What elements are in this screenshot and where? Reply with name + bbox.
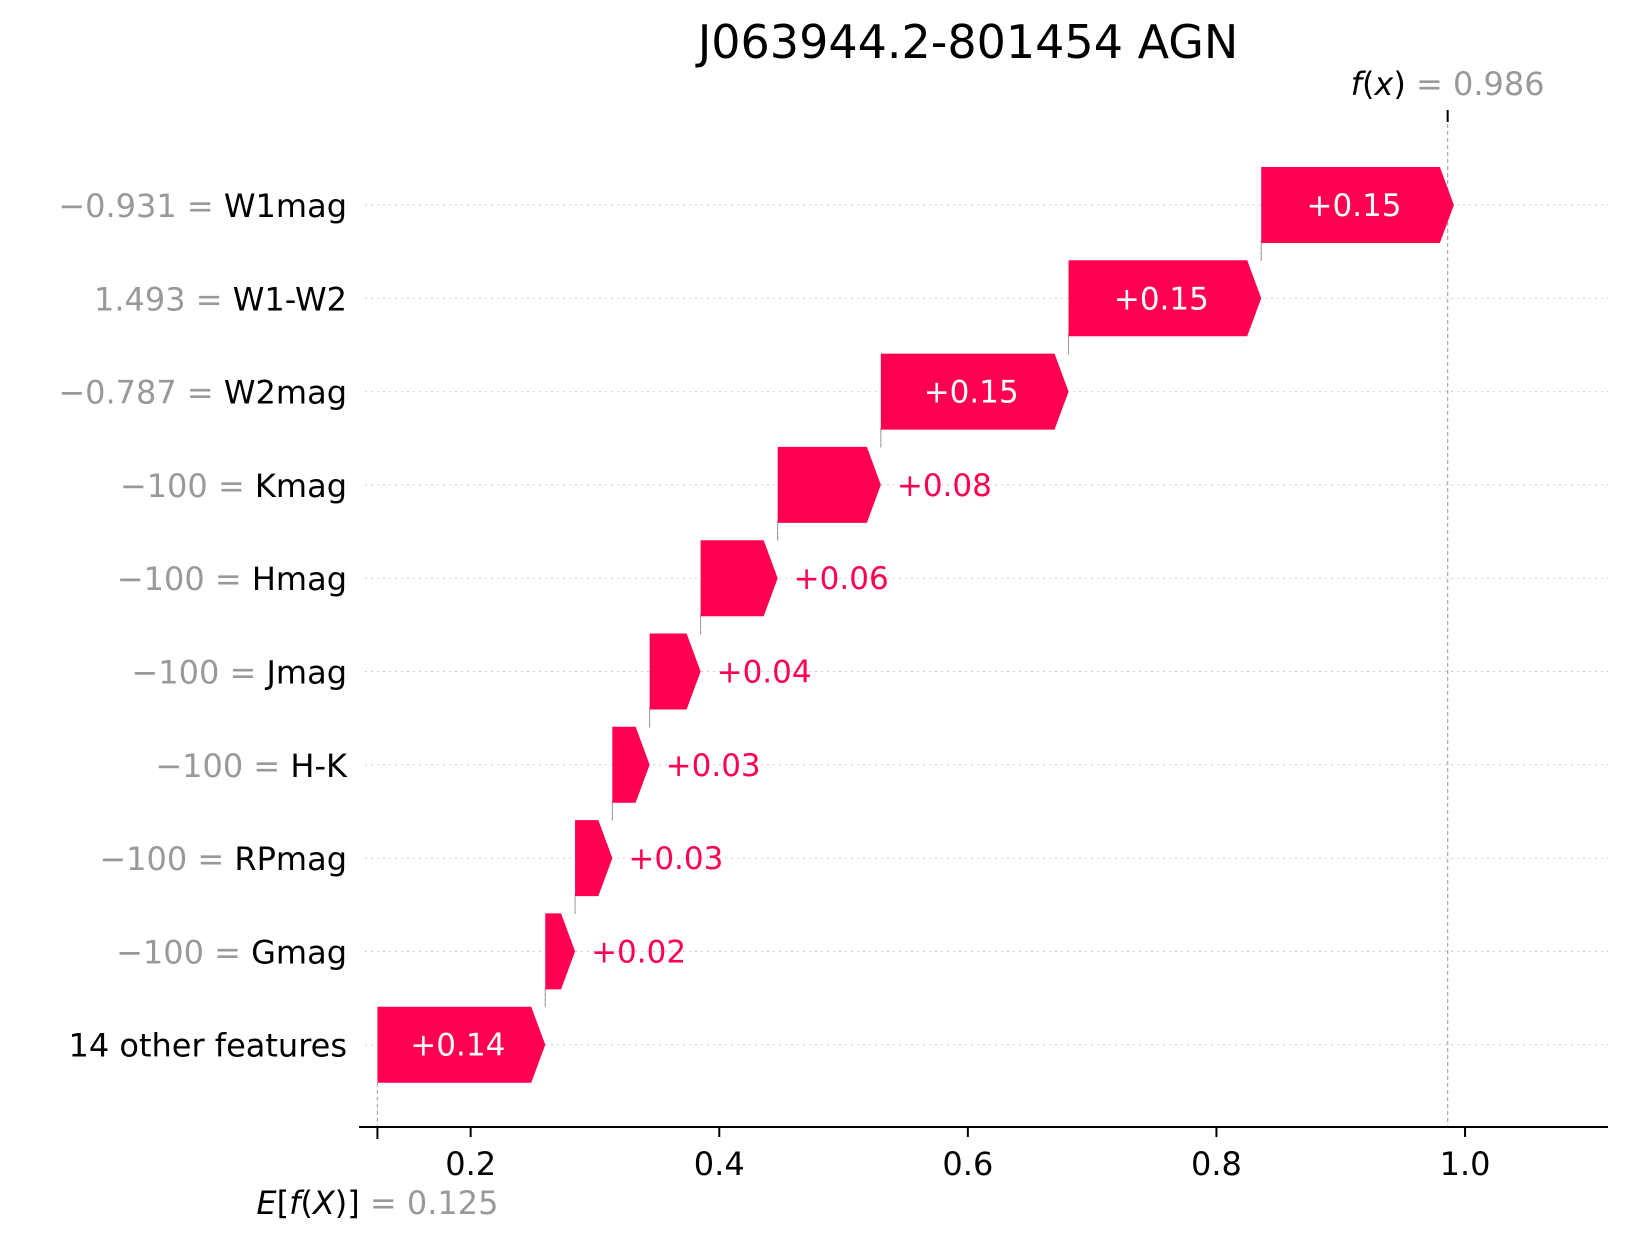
contribution-bars: +0.15 +0.15 +0.15 +0.08 +0.06 +0.04 +0.03 +0.03… bbox=[377, 167, 1454, 1083]
feature-label: −0.931 = W1mag bbox=[58, 187, 347, 225]
feature-name: RPmag bbox=[234, 840, 347, 878]
x-tick-label: 1.0 bbox=[1440, 1145, 1491, 1183]
contribution-bar bbox=[575, 820, 613, 897]
fx-annotation: f(x) = 0.986 bbox=[1351, 65, 1545, 103]
feature-label: −100 = RPmag bbox=[99, 840, 347, 878]
bar-value-label: +0.03 bbox=[666, 748, 761, 784]
contribution-bar bbox=[700, 540, 778, 617]
base-annotation: E[f(X)] = 0.125 bbox=[256, 1184, 498, 1222]
feature-name: Hmag bbox=[252, 560, 347, 598]
feature-name: W2mag bbox=[224, 374, 347, 412]
feature-label: −100 = Hmag bbox=[117, 560, 347, 598]
contribution-bar bbox=[612, 726, 650, 803]
feature-name: W1-W2 bbox=[233, 280, 347, 318]
contribution-bar bbox=[1068, 260, 1262, 337]
feature-name: Gmag bbox=[251, 933, 347, 971]
feature-value: 1.493 = bbox=[94, 280, 233, 318]
feature-label: −100 = Gmag bbox=[116, 933, 347, 971]
feature-value: −100 = bbox=[155, 747, 290, 785]
feature-name: W1mag bbox=[224, 187, 347, 225]
base-value: = 0.125 bbox=[360, 1184, 499, 1222]
feature-label: −100 = Jmag bbox=[131, 654, 347, 692]
feature-label: −0.787 = W2mag bbox=[58, 374, 347, 412]
feature-label: −100 = Kmag bbox=[120, 467, 347, 505]
feature-name: H-K bbox=[290, 747, 348, 785]
chart-title: J063944.2-801454 AGN bbox=[695, 15, 1239, 69]
x-tick-label: 0.4 bbox=[694, 1145, 745, 1183]
bar-value-label: +0.03 bbox=[628, 841, 723, 877]
x-axis: 0.2 0.4 0.6 0.8 1.0 bbox=[359, 1126, 1608, 1183]
feature-label: 1.493 = W1-W2 bbox=[94, 280, 347, 318]
bar-value-label: +0.14 bbox=[410, 1028, 505, 1064]
bar-value-label: +0.15 bbox=[1114, 281, 1209, 317]
bar-value-label: +0.08 bbox=[897, 468, 992, 504]
feature-labels: −0.931 = W1mag 1.493 = W1-W2 −0.787 = W2ma… bbox=[58, 187, 348, 1065]
feature-value: −0.931 = bbox=[58, 187, 224, 225]
feature-name: 14 other features bbox=[68, 1027, 347, 1065]
bar-connectors bbox=[376, 110, 1449, 1127]
bar-value-label: +0.15 bbox=[1307, 188, 1402, 224]
contribution-bar bbox=[1261, 167, 1454, 243]
feature-value: −0.787 = bbox=[58, 374, 224, 412]
fx-label: f(x) bbox=[1351, 65, 1406, 103]
bar-value-label: +0.04 bbox=[717, 655, 812, 691]
contribution-bar bbox=[880, 353, 1069, 430]
contribution-bar bbox=[377, 1006, 546, 1083]
x-tick-label: 0.6 bbox=[942, 1145, 993, 1183]
feature-value: −100 = bbox=[99, 840, 234, 878]
feature-value: −100 = bbox=[131, 654, 266, 692]
feature-name: Kmag bbox=[255, 467, 347, 505]
x-tick-label: 0.2 bbox=[445, 1145, 496, 1183]
x-tick-label: 0.8 bbox=[1191, 1145, 1242, 1183]
feature-value: −100 = bbox=[117, 560, 252, 598]
feature-name: Jmag bbox=[264, 654, 347, 692]
base-label: E[f(X)] bbox=[256, 1184, 359, 1222]
contribution-bar bbox=[777, 446, 881, 523]
feature-value: −100 = bbox=[120, 467, 255, 505]
fx-value: = 0.986 bbox=[1406, 65, 1545, 103]
bar-value-label: +0.15 bbox=[924, 375, 1019, 411]
bar-value-label: +0.06 bbox=[794, 561, 889, 597]
feature-label: 14 other features bbox=[68, 1027, 347, 1065]
bar-value-label: +0.02 bbox=[591, 934, 686, 970]
feature-value: −100 = bbox=[116, 933, 251, 971]
feature-label: −100 = H-K bbox=[155, 747, 348, 785]
contribution-bar bbox=[545, 913, 576, 990]
value-annotations: f(x) = 0.986 E[f(X)] = 0.125 bbox=[256, 65, 1544, 1222]
contribution-bar bbox=[649, 633, 701, 710]
